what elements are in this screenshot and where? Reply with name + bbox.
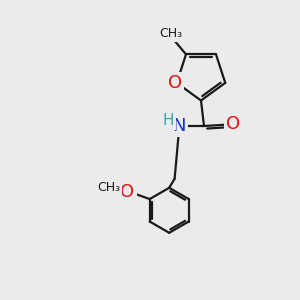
Text: CH₃: CH₃ <box>97 182 120 194</box>
Text: H: H <box>162 113 174 128</box>
Text: N: N <box>173 117 186 135</box>
Text: O: O <box>226 116 240 134</box>
Text: CH₃: CH₃ <box>160 27 183 40</box>
Text: O: O <box>121 183 135 201</box>
Text: O: O <box>168 74 182 92</box>
